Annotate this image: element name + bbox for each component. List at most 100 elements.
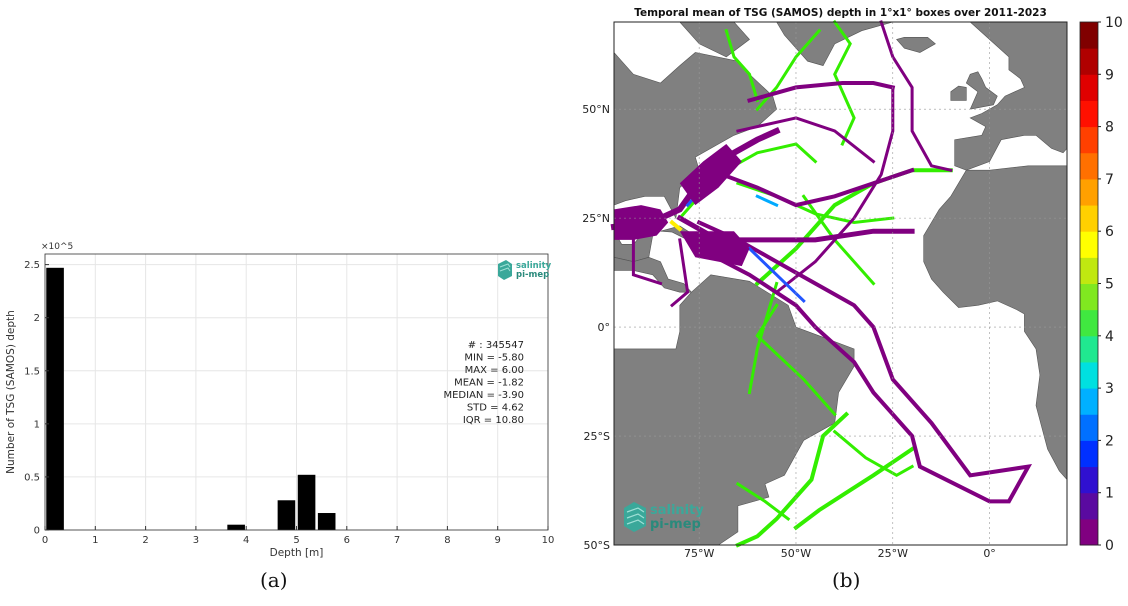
colorbar-swatch bbox=[1080, 152, 1098, 180]
purple-eastcoast-block bbox=[679, 144, 742, 206]
track-purple-newfoundland bbox=[736, 116, 876, 164]
colorbar-tick-label: 1 bbox=[1105, 486, 1114, 502]
x-axis-label: Depth [m] bbox=[270, 547, 324, 559]
stat-line: MEDIAN = -3.90 bbox=[443, 390, 524, 401]
colorbar-swatch bbox=[1080, 74, 1098, 101]
track-amazon bbox=[747, 281, 779, 395]
map-y-tick-label: 50°N bbox=[582, 103, 610, 116]
map-y-tick-label: 50°S bbox=[584, 539, 610, 552]
land-iceland bbox=[896, 36, 936, 53]
y-tick-label: 2.5 bbox=[24, 260, 40, 271]
stat-line: STD = 4.62 bbox=[467, 403, 524, 414]
land-ireland bbox=[950, 85, 967, 101]
map-y-tick-label: 25°N bbox=[582, 212, 610, 225]
colorbar-swatch bbox=[1080, 100, 1098, 128]
x-tick-label: 4 bbox=[243, 535, 249, 546]
colorbar-swatch bbox=[1080, 231, 1098, 258]
x-tick-label: 10 bbox=[542, 535, 555, 546]
track-purple-gulf bbox=[631, 229, 663, 286]
histogram-bar bbox=[317, 513, 336, 530]
track-south-atlantic-west bbox=[735, 411, 850, 548]
colorbar-tick-label: 8 bbox=[1105, 120, 1114, 136]
stat-line: MAX = 6.00 bbox=[465, 365, 524, 376]
colorbar-tick-label: 3 bbox=[1105, 381, 1114, 397]
map-chart: Temporal mean of TSG (SAMOS) depth in 1°… bbox=[582, 7, 1123, 560]
map-title: Temporal mean of TSG (SAMOS) depth in 1°… bbox=[634, 7, 1047, 19]
colorbar-tick-label: 9 bbox=[1105, 67, 1114, 83]
map-logo-text-1: salinity bbox=[650, 503, 704, 518]
track-blue-caribbean bbox=[747, 246, 806, 304]
track-yellow-segment bbox=[669, 219, 683, 232]
y-tick-label: 1.5 bbox=[24, 366, 40, 377]
colorbar-tick-label: 2 bbox=[1105, 433, 1114, 449]
y-tick-label: 0.5 bbox=[24, 472, 40, 483]
map-y-tick-label: 25°S bbox=[584, 430, 610, 443]
histogram-bar bbox=[297, 474, 316, 530]
x-tick-label: 9 bbox=[495, 535, 501, 546]
track-greenland-south bbox=[832, 19, 856, 146]
histogram-panel: 0 1 2 3 4 5 6 7 8 9 10 0 0.5 1 1.5 2 2.5 ×10^5 Depth [m] Nu… bbox=[0, 230, 560, 560]
colorbar-tick-label: 7 bbox=[1105, 172, 1114, 188]
colorbar-swatch bbox=[1080, 361, 1098, 389]
map-logo-text-2: pi-mep bbox=[650, 517, 701, 532]
x-tick-label: 3 bbox=[193, 535, 199, 546]
stat-line: # : 345547 bbox=[468, 340, 524, 351]
y-tick-label: 0 bbox=[34, 526, 40, 537]
colorbar-tick-label: 0 bbox=[1105, 538, 1114, 554]
stat-line: MIN = -5.80 bbox=[464, 353, 524, 364]
track-cyan-segment bbox=[755, 194, 779, 208]
colorbar-swatch bbox=[1080, 335, 1098, 363]
logo-text-1: salinity bbox=[516, 261, 552, 271]
track-patagonia bbox=[735, 481, 791, 522]
map-frame bbox=[613, 21, 1068, 546]
land-great-britain bbox=[965, 71, 998, 110]
x-tick-label: 1 bbox=[92, 535, 98, 546]
y-tick-label: 2 bbox=[34, 313, 40, 324]
colorbar-swatch bbox=[1080, 283, 1098, 311]
colorbar-swatch bbox=[1080, 126, 1098, 154]
colorbar-tick-label: 4 bbox=[1105, 329, 1114, 345]
track-purple-panama bbox=[669, 238, 690, 308]
logo-text-2: pi-mep bbox=[516, 270, 549, 280]
purple-gulf-block bbox=[614, 205, 669, 240]
y-tick-label: 1 bbox=[34, 419, 40, 430]
track-purple-north bbox=[747, 81, 896, 103]
histogram-bar bbox=[46, 267, 64, 530]
colorbar-swatch bbox=[1080, 309, 1098, 337]
panel-label-b: (b) bbox=[832, 568, 861, 592]
colorbar-swatch bbox=[1080, 388, 1098, 415]
land-europe bbox=[954, 21, 1068, 171]
colorbar-swatch bbox=[1080, 440, 1098, 468]
colorbar-swatch bbox=[1080, 414, 1098, 441]
track-purple-bermuda bbox=[708, 167, 915, 208]
land-greenland bbox=[776, 21, 893, 66]
land-south-america bbox=[613, 274, 855, 546]
colorbar-tick-label: 5 bbox=[1105, 277, 1114, 293]
track-green-mid-atlantic bbox=[754, 168, 953, 287]
colorbar-swatch bbox=[1080, 22, 1098, 49]
panel-label-a: (a) bbox=[260, 568, 288, 592]
x-tick-label: 2 bbox=[142, 535, 148, 546]
stat-line: MEAN = -1.82 bbox=[454, 378, 524, 389]
colorbar-tick-label: 6 bbox=[1105, 224, 1114, 240]
colorbar-swatch bbox=[1080, 257, 1098, 284]
map-x-tick-label: 75°W bbox=[684, 547, 714, 560]
map-panel: Temporal mean of TSG (SAMOS) depth in 1°… bbox=[570, 0, 1128, 560]
histogram-bar bbox=[227, 524, 245, 530]
track-south-atlantic-east bbox=[832, 429, 915, 478]
track-purple-ne bbox=[879, 20, 953, 172]
colorbar-swatch bbox=[1080, 466, 1098, 494]
stat-line: IQR = 10.80 bbox=[463, 415, 524, 426]
colorbar-tick-label: 10 bbox=[1105, 15, 1123, 31]
colorbar-swatch bbox=[1080, 518, 1098, 546]
colorbar-swatch bbox=[1080, 48, 1098, 75]
x-tick-label: 8 bbox=[444, 535, 450, 546]
map-x-tick-label: 50°W bbox=[781, 547, 811, 560]
logo-wave bbox=[499, 263, 511, 272]
track-south-atlantic-mid bbox=[793, 446, 915, 531]
histogram-bar bbox=[277, 500, 296, 530]
map-logo-wave bbox=[626, 507, 645, 525]
colorbar-swatch bbox=[1080, 205, 1098, 232]
